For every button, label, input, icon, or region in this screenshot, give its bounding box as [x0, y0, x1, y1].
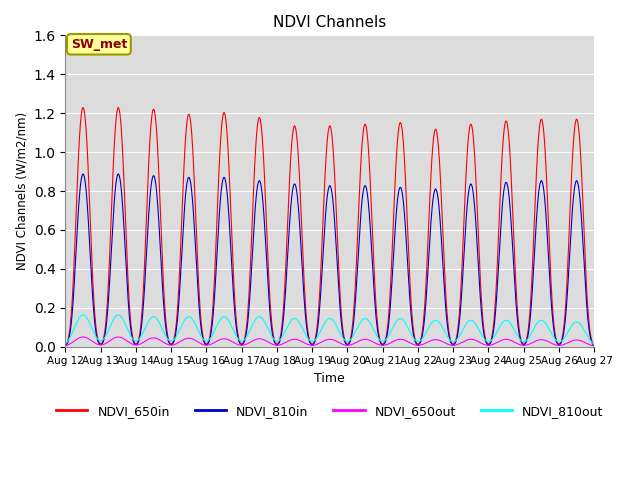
- NDVI_650in: [61, 342, 69, 348]
- NDVI_810in: [61, 343, 69, 348]
- Line: NDVI_650in: NDVI_650in: [65, 108, 595, 346]
- NDVI_650out: [591, 343, 598, 349]
- NDVI_650in: [520, 341, 528, 347]
- NDVI_650out: [119, 336, 127, 341]
- NDVI_810out: [78, 312, 86, 318]
- NDVI_810out: [341, 337, 349, 343]
- NDVI_650in: [189, 141, 196, 146]
- Line: NDVI_810out: NDVI_810out: [65, 315, 595, 344]
- NDVI_810out: [520, 339, 528, 345]
- NDVI_810out: [177, 323, 185, 329]
- NDVI_650in: [341, 338, 349, 344]
- NDVI_650in: [591, 343, 598, 348]
- NDVI_810in: [520, 342, 528, 348]
- NDVI_650out: [177, 338, 185, 344]
- NDVI_810in: [79, 171, 87, 177]
- Line: NDVI_650out: NDVI_650out: [65, 337, 595, 346]
- Y-axis label: NDVI Channels (W/m2/nm): NDVI Channels (W/m2/nm): [15, 112, 28, 270]
- NDVI_650out: [115, 334, 122, 340]
- X-axis label: Time: Time: [314, 372, 345, 385]
- NDVI_650out: [78, 334, 86, 340]
- NDVI_810in: [591, 343, 598, 348]
- Line: NDVI_810in: NDVI_810in: [65, 174, 595, 346]
- NDVI_650out: [189, 336, 196, 342]
- NDVI_810out: [115, 312, 122, 318]
- NDVI_650out: [520, 342, 528, 348]
- NDVI_810in: [119, 209, 127, 215]
- NDVI_650out: [341, 342, 349, 348]
- NDVI_650in: [78, 106, 86, 112]
- NDVI_810in: [177, 257, 185, 263]
- Text: SW_met: SW_met: [70, 38, 127, 51]
- NDVI_650out: [61, 343, 69, 348]
- NDVI_650in: [119, 157, 127, 163]
- NDVI_810out: [591, 341, 598, 347]
- NDVI_650in: [177, 225, 185, 231]
- Title: NDVI Channels: NDVI Channels: [273, 15, 387, 30]
- NDVI_810in: [341, 340, 349, 346]
- NDVI_810in: [189, 196, 196, 202]
- NDVI_650in: [79, 105, 87, 110]
- Legend: NDVI_650in, NDVI_810in, NDVI_650out, NDVI_810out: NDVI_650in, NDVI_810in, NDVI_650out, NDV…: [51, 400, 609, 423]
- NDVI_810out: [61, 341, 69, 347]
- NDVI_810in: [78, 172, 86, 178]
- NDVI_810out: [189, 316, 196, 322]
- NDVI_810out: [119, 316, 127, 322]
